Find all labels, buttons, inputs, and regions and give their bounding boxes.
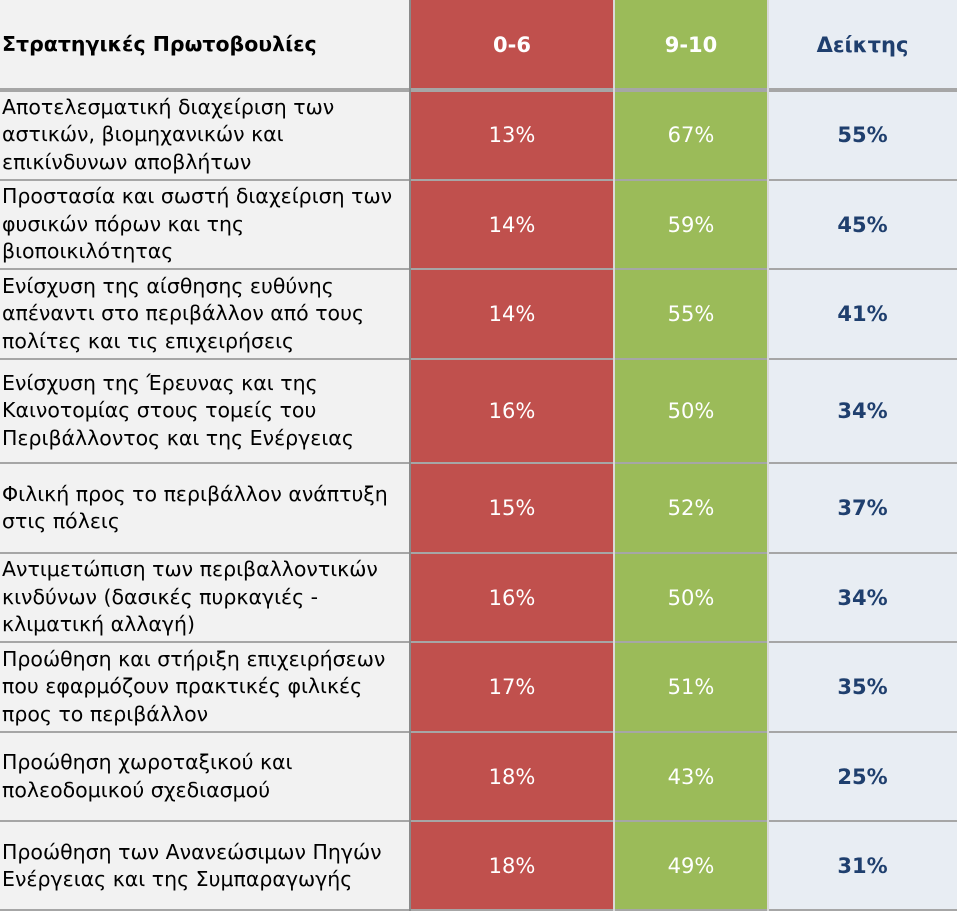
index-value: 31% [768,821,957,911]
score-0-6-value: 15% [410,463,614,553]
score-0-6-value: 18% [410,821,614,911]
index-value: 55% [768,90,957,180]
initiative-label: Αποτελεσματική διαχείριση των αστικών, β… [0,90,410,180]
score-9-10-value: 43% [614,732,768,821]
score-9-10-value: 67% [614,90,768,180]
row-divider [0,268,957,270]
row-divider [0,552,957,554]
header-score-0-6: 0-6 [410,0,614,90]
score-9-10-value: 50% [614,359,768,463]
initiative-label: Προστασία και σωστή διαχείριση των φυσικ… [0,180,410,269]
header-score-9-10: 9-10 [614,0,768,90]
initiative-label: Προώθηση χωροταξικού και πολεοδομικού σχ… [0,732,410,821]
index-value: 25% [768,732,957,821]
column-divider [409,0,411,911]
score-9-10-value: 55% [614,269,768,359]
index-value: 34% [768,359,957,463]
row-divider [0,731,957,733]
header-index: Δείκτης [768,0,957,90]
column-divider [613,0,615,911]
row-divider [0,358,957,360]
index-value: 35% [768,642,957,732]
score-0-6-value: 14% [410,269,614,359]
score-9-10-value: 52% [614,463,768,553]
score-0-6-value: 17% [410,642,614,732]
row-divider [0,179,957,181]
score-0-6-value: 13% [410,90,614,180]
initiative-label: Ενίσχυση της Έρευνας και της Καινοτομίας… [0,359,410,463]
score-9-10-value: 51% [614,642,768,732]
score-0-6-value: 16% [410,553,614,642]
column-divider [767,0,769,911]
index-value: 45% [768,180,957,269]
initiative-label: Αντιμετώπιση των περιβαλλοντικών κινδύνω… [0,553,410,642]
score-0-6-value: 18% [410,732,614,821]
header-initiatives: Στρατηγικές Πρωτοβουλίες [0,0,410,90]
score-0-6-value: 14% [410,180,614,269]
initiative-label: Φιλική προς το περιβάλλον ανάπτυξη στις … [0,463,410,553]
index-value: 37% [768,463,957,553]
score-0-6-value: 16% [410,359,614,463]
row-divider [0,462,957,464]
initiative-label: Ενίσχυση της αίσθησης ευθύνης απέναντι σ… [0,269,410,359]
initiative-label: Προώθηση των Ανανεώσιμων Πηγών Ενέργειας… [0,821,410,911]
header-divider [0,88,957,92]
initiative-label: Προώθηση και στήριξη επιχειρήσεων που εφ… [0,642,410,732]
index-value: 41% [768,269,957,359]
score-9-10-value: 50% [614,553,768,642]
row-divider [0,820,957,822]
score-9-10-value: 49% [614,821,768,911]
row-divider [0,909,957,911]
row-divider [0,641,957,643]
score-9-10-value: 59% [614,180,768,269]
index-value: 34% [768,553,957,642]
